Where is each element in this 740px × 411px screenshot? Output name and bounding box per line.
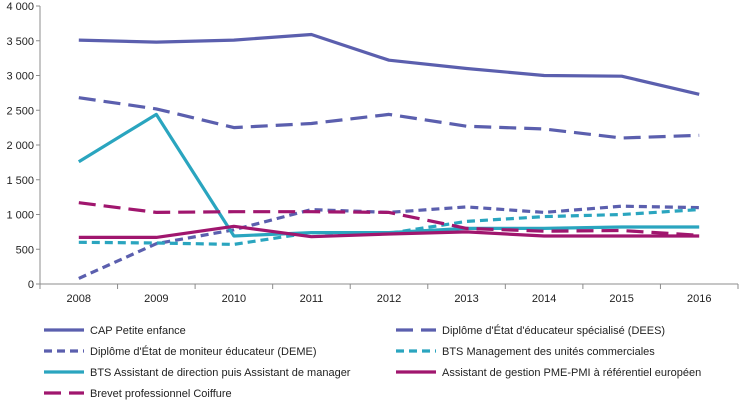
y-tick-label: 500 (16, 244, 34, 256)
x-tick-label: 2016 (687, 293, 711, 305)
legend-label: BTS Management des unités commerciales (442, 346, 655, 358)
y-tick-label: 1 500 (6, 175, 34, 187)
series-line-assistant-de-gestion-pme-pmi-a-referentiel-europeen (78, 224, 700, 239)
legend-item: Assistant de gestion PME-PMI à référenti… (396, 367, 701, 379)
series-line-brevet-professionnel-coiffure (78, 201, 700, 237)
y-tick-label: 0 (28, 279, 34, 291)
y-tick-label: 2 500 (6, 105, 34, 117)
x-tick-label: 2010 (222, 293, 246, 305)
legend: CAP Petite enfance Diplôme d'État d'éduca… (44, 324, 701, 400)
series-line-diplome-d-etat-d-educateur-specialise-dees (78, 96, 700, 140)
x-tick-label: 2011 (300, 293, 324, 305)
x-tick-label: 2013 (454, 293, 478, 305)
x-tick-label: 2012 (377, 293, 401, 305)
y-tick-label: 3 500 (6, 36, 34, 48)
legend-item: Brevet professionnel Coiffure (44, 388, 232, 400)
legend-item: Diplôme d'État d'éducateur spécialisé (D… (396, 324, 665, 337)
legend-label: BTS Assistant de direction puis Assistan… (90, 367, 351, 379)
y-tick-label: 2 000 (6, 140, 34, 152)
x-tick-label: 2009 (144, 293, 168, 305)
y-axis-tick-labels: 0 500 1 000 1 500 2 000 2 500 3 000 3 500 4 000 (6, 1, 34, 291)
legend-label: CAP Petite enfance (90, 325, 186, 337)
series-line-diplome-d-etat-de-moniteur-educateur-deme (78, 204, 700, 280)
legend-item: CAP Petite enfance (44, 325, 186, 337)
y-tick-label: 4 000 (6, 1, 34, 13)
legend-label: Diplôme d'État de moniteur éducateur (DE… (90, 345, 316, 358)
legend-item: BTS Management des unités commerciales (396, 346, 655, 358)
legend-label: Assistant de gestion PME-PMI à référenti… (442, 367, 701, 379)
y-tick-label: 3 000 (6, 71, 34, 83)
x-axis-tick-labels: 2008 2009 2010 2011 2012 2013 2014 2015 2016 (67, 293, 712, 305)
x-tick-label: 2008 (67, 293, 91, 305)
legend-label: Brevet professionnel Coiffure (90, 388, 232, 400)
x-tick-label: 2014 (532, 293, 556, 305)
plot-area (36, 5, 739, 289)
series-line-bts-assistant-de-direction-puis-assistant-de-manager (77, 112, 700, 238)
y-tick-label: 1 000 (6, 210, 34, 222)
x-tick-label: 2015 (609, 293, 633, 305)
legend-label: Diplôme d'État d'éducateur spécialisé (D… (442, 324, 665, 337)
legend-item: Diplôme d'État de moniteur éducateur (DE… (44, 345, 316, 358)
legend-item: BTS Assistant de direction puis Assistan… (44, 367, 351, 379)
series-line-cap-petite-enfance (78, 32, 700, 96)
